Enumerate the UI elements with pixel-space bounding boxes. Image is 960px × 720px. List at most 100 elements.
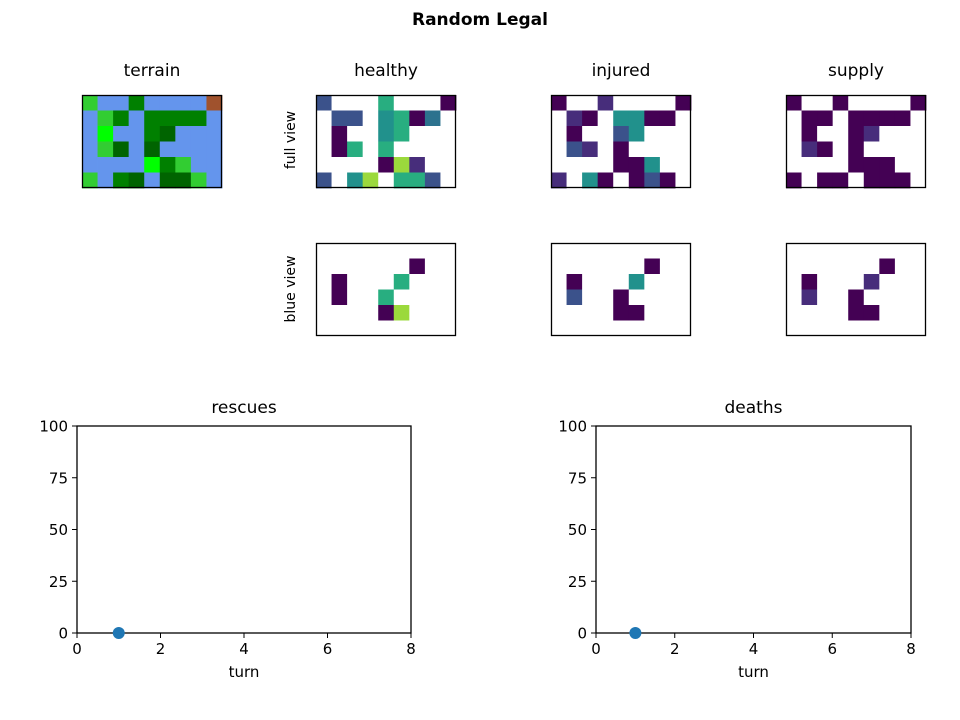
heatmap-cell bbox=[393, 320, 410, 337]
heatmap-cell bbox=[159, 126, 176, 142]
heatmap-cell bbox=[82, 110, 98, 127]
heatmap-cell bbox=[331, 320, 348, 337]
heatmap-cell bbox=[551, 141, 567, 158]
heatmap-cell bbox=[879, 95, 896, 111]
heatmap-cell bbox=[894, 110, 911, 127]
heatmap-cell bbox=[675, 157, 692, 173]
heatmap-cell bbox=[644, 258, 661, 275]
heatmap-cell bbox=[159, 141, 176, 158]
heatmap-cell bbox=[440, 141, 457, 158]
heatmap-cell bbox=[347, 172, 364, 189]
heatmap-cell bbox=[894, 305, 911, 321]
heatmap-cell bbox=[786, 95, 802, 111]
heatmap-cell bbox=[597, 141, 614, 158]
heatmap-cell bbox=[597, 243, 614, 259]
heatmap-cell bbox=[82, 95, 98, 111]
heatmap-cell bbox=[659, 126, 676, 142]
heatmap-cell bbox=[159, 157, 176, 173]
heatmap-cell bbox=[362, 258, 379, 275]
heatmap-cell bbox=[675, 305, 692, 321]
heatmap-cell bbox=[316, 305, 332, 321]
heatmap-cell bbox=[566, 157, 583, 173]
heatmap-cell bbox=[362, 141, 379, 158]
heatmap-cell bbox=[597, 274, 614, 290]
heatmap-cell bbox=[393, 243, 410, 259]
injured-title: injured bbox=[591, 61, 651, 81]
heatmap-cell bbox=[206, 126, 223, 142]
heatmap-cell bbox=[910, 320, 927, 337]
heatmap-cell bbox=[863, 274, 880, 290]
heatmap-cell bbox=[206, 141, 223, 158]
heatmap-cell bbox=[582, 157, 599, 173]
heatmap-cell bbox=[879, 243, 896, 259]
heatmap-cell bbox=[613, 110, 630, 127]
heatmap-cell bbox=[97, 95, 114, 111]
heatmap-cell bbox=[409, 289, 426, 306]
heatmap-cell bbox=[659, 289, 676, 306]
heatmap-cell bbox=[378, 110, 395, 127]
heatmap-cell bbox=[159, 172, 176, 189]
heatmap-cell bbox=[566, 110, 583, 127]
heatmap-cell bbox=[393, 157, 410, 173]
heatmap-cell bbox=[863, 172, 880, 189]
heatmap-cell bbox=[659, 157, 676, 173]
heatmap-frame bbox=[550, 94, 692, 189]
heatmap-cell bbox=[786, 274, 802, 290]
heatmap-cell bbox=[424, 157, 441, 173]
heatmap-cell bbox=[347, 274, 364, 290]
heatmap-cell bbox=[628, 274, 645, 290]
heatmap-cell bbox=[786, 110, 802, 127]
x-tick-label: 6 bbox=[323, 640, 333, 658]
heatmap-cell bbox=[440, 172, 457, 189]
heatmap-cell bbox=[128, 157, 145, 173]
heatmap-cell bbox=[206, 110, 223, 127]
rescues-plot: rescues 0 2 4 6 8 0 25 50 75 100 turn bbox=[39, 398, 415, 681]
heatmap-cell bbox=[613, 274, 630, 290]
heatmap-cell bbox=[82, 172, 98, 189]
heatmap-cell bbox=[566, 243, 583, 259]
heatmap-cell bbox=[644, 126, 661, 142]
heatmap-cell bbox=[894, 126, 911, 142]
y-tick-label: 25 bbox=[568, 573, 587, 591]
heatmap-cell bbox=[832, 95, 849, 111]
heatmap-cell bbox=[409, 274, 426, 290]
heatmap-cell bbox=[316, 320, 332, 337]
heatmap-cell bbox=[551, 258, 567, 275]
heatmap-cell bbox=[644, 95, 661, 111]
heatmap-cell bbox=[551, 110, 567, 127]
heatmap-cell bbox=[393, 126, 410, 142]
heatmap-cell bbox=[566, 126, 583, 142]
heatmap-cell bbox=[894, 289, 911, 306]
heatmap-cell bbox=[206, 95, 223, 111]
heatmap-cell bbox=[316, 289, 332, 306]
heatmap-cell bbox=[347, 95, 364, 111]
heatmap-cell bbox=[848, 243, 865, 259]
heatmap-cell bbox=[675, 243, 692, 259]
heatmap-cell bbox=[644, 172, 661, 189]
heatmap-cell bbox=[597, 157, 614, 173]
heatmap-cell bbox=[440, 289, 457, 306]
heatmap-cell bbox=[409, 172, 426, 189]
heatmap-cell bbox=[597, 305, 614, 321]
heatmap-cell bbox=[848, 95, 865, 111]
heatmap-cell bbox=[613, 141, 630, 158]
heatmap-cell bbox=[175, 172, 192, 189]
heatmap-cell bbox=[801, 172, 818, 189]
x-tick-label: 2 bbox=[670, 640, 680, 658]
heatmap-cell bbox=[378, 305, 395, 321]
heatmap-cell bbox=[331, 172, 348, 189]
heatmap-frame bbox=[785, 94, 927, 189]
heatmap-cell bbox=[331, 110, 348, 127]
supply-title: supply bbox=[828, 61, 884, 81]
heatmap-cell bbox=[817, 258, 834, 275]
y-tick-label: 25 bbox=[49, 573, 68, 591]
heatmap-cell bbox=[424, 172, 441, 189]
plot-axes bbox=[76, 425, 412, 634]
plot-title: deaths bbox=[725, 398, 783, 418]
injured-full-heatmap bbox=[550, 94, 692, 189]
supply-full-heatmap bbox=[785, 94, 927, 189]
heatmap-cell bbox=[347, 110, 364, 127]
heatmap-cell bbox=[97, 141, 114, 158]
heatmap-cell bbox=[597, 110, 614, 127]
heatmap-cell bbox=[97, 126, 114, 142]
